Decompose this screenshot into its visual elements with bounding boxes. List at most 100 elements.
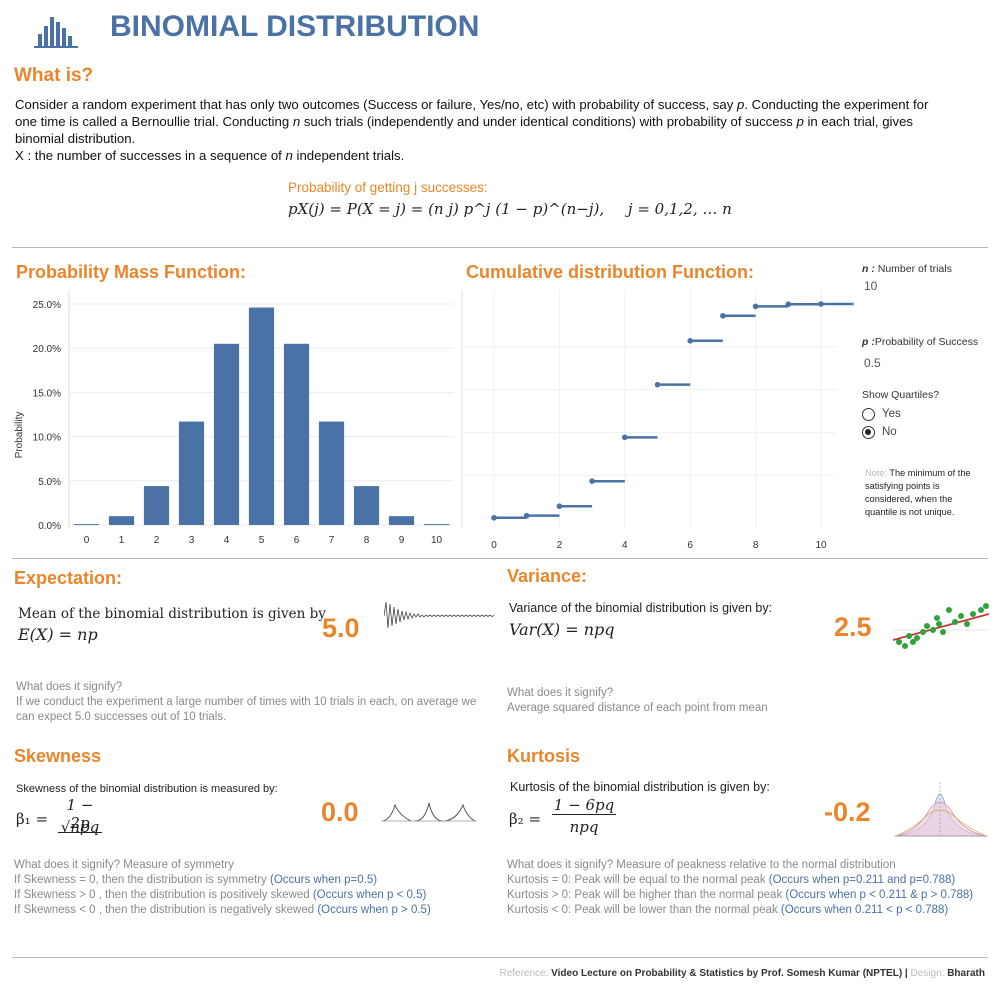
radio-yes-circle[interactable] — [862, 408, 875, 421]
variance-formula: Var(X) = npq — [509, 620, 615, 639]
cdf-xtick-label: 8 — [753, 540, 759, 551]
cdf-xtick-label: 6 — [687, 540, 693, 551]
cdf-point — [752, 303, 759, 310]
expectation-heading: Expectation: — [14, 568, 123, 588]
divider — [12, 558, 988, 559]
skewness-lhs: β₁ = — [16, 810, 49, 828]
pmf-bar — [178, 421, 205, 525]
pmf-xtick-label: 10 — [431, 535, 443, 546]
pmf-xtick-label: 3 — [189, 535, 195, 546]
p-label: p :Probability of Success — [862, 336, 979, 348]
kurtosis-lhs: β₂ = — [509, 810, 542, 828]
bar-chart-logo-icon — [34, 14, 78, 48]
skewness-desc: Skewness of the binomial distribution is… — [16, 783, 278, 795]
radio-no-label: No — [882, 426, 897, 438]
cdf-point — [785, 301, 792, 308]
quantile-note: Note: The minimum of the satisfying poin… — [865, 468, 971, 517]
pmf-xtick-label: 0 — [84, 535, 90, 546]
pmf-bar — [108, 516, 135, 525]
probability-label: Probability of getting j successes: — [288, 180, 488, 195]
radio-no-circle[interactable] — [862, 426, 875, 439]
pmf-ytick-label: 20.0% — [33, 344, 61, 355]
cdf-point — [523, 512, 530, 519]
kurtosis-value: -0.2 — [824, 797, 871, 827]
pmf-ytick-label: 15.0% — [33, 388, 61, 399]
pmf-xtick-label: 1 — [119, 535, 125, 546]
pmf-xtick-label: 5 — [259, 535, 265, 546]
page-title: BINOMIAL DISTRIBUTION — [110, 10, 480, 43]
cdf-point — [654, 381, 661, 388]
pmf-chart: Probability 0.0% 5.0% 10.0% 15.0% 20.0% 25.0%… — [14, 290, 454, 546]
pmf-bar — [353, 486, 380, 525]
cdf-point — [720, 312, 726, 319]
divider — [12, 247, 988, 248]
pmf-ytick-label: 0.0% — [38, 521, 61, 532]
footer-reference: Reference: Video Lecture on Probability … — [499, 968, 985, 979]
pmf-ytick-label: 10.0% — [33, 433, 61, 444]
skew-shapes-icon — [381, 802, 477, 822]
pmf-ytick-label: 25.0% — [33, 300, 61, 311]
kurtosis-denominator: npq — [569, 818, 599, 836]
pmf-xtick-label: 2 — [154, 535, 160, 546]
scatter-regression-icon — [893, 603, 989, 649]
kurtosis-desc: Kurtosis of the binomial distribution is… — [510, 780, 770, 794]
intro-text: Consider a random experiment that has on… — [15, 97, 929, 163]
cdf-xtick-label: 4 — [622, 540, 628, 551]
pmf-xtick-label: 4 — [224, 535, 230, 546]
n-label: n : Number of trials — [862, 263, 952, 275]
kurtosis-curves-icon — [894, 782, 988, 837]
radio-no[interactable]: No — [862, 425, 952, 441]
skewness-signify: What does it signify? Measure of symmetr… — [14, 859, 431, 916]
pmf-xtick-label: 8 — [364, 535, 370, 546]
pmf-xtick-label: 6 — [294, 535, 300, 546]
radio-yes-label: Yes — [882, 408, 901, 420]
cdf-point — [491, 514, 497, 521]
cdf-xtick-label: 0 — [491, 540, 497, 551]
kurtosis-numerator: 1 − 6pq — [552, 796, 616, 815]
cdf-point — [687, 338, 693, 344]
cdf-heading: Cumulative distribution Function: — [466, 262, 754, 282]
skewness-denominator: √npq — [60, 818, 100, 836]
pmf-bar — [388, 516, 415, 525]
p-input[interactable]: 0.5 — [864, 356, 881, 370]
cdf-point — [622, 434, 628, 441]
pmf-heading: Probability Mass Function: — [16, 262, 247, 282]
pmf-xtick-label: 9 — [399, 535, 405, 546]
pmf-xtick-label: 7 — [329, 535, 335, 546]
expectation-value: 5.0 — [322, 613, 360, 643]
cdf-chart: 0 2 4 6 8 10 — [461, 290, 854, 551]
radio-yes[interactable]: Yes — [862, 407, 952, 423]
quartiles-label: Show Quartiles? — [862, 389, 940, 401]
pmf-bar — [248, 307, 275, 525]
expectation-signify: What does it signify? If we conduct the … — [16, 681, 477, 723]
cdf-point — [589, 478, 595, 484]
variance-signify: What does it signify? Average squared di… — [507, 687, 768, 714]
pmf-bar — [318, 421, 345, 525]
expectation-desc: Mean of the binomial distribution is giv… — [18, 606, 326, 622]
pmf-ylabel: Probability — [14, 412, 25, 459]
pmf-bar — [423, 524, 450, 526]
pmf-bar — [283, 343, 310, 525]
cdf-xtick-label: 10 — [815, 540, 827, 551]
kurtosis-heading: Kurtosis — [507, 746, 581, 766]
variance-desc: Variance of the binomial distribution is… — [509, 601, 773, 615]
skewness-heading: Skewness — [14, 746, 102, 766]
variance-heading: Variance: — [507, 566, 588, 586]
kurtosis-signify: What does it signify? Measure of peaknes… — [507, 859, 974, 916]
pmf-ytick-label: 5.0% — [38, 477, 61, 488]
damped-oscillation-icon — [384, 601, 495, 629]
expectation-formula: E(X) = np — [18, 625, 98, 644]
cdf-xtick-label: 2 — [557, 540, 563, 551]
pmf-formula: pX(j) = P(X = j) = (n j) p^j (1 − p)^(n−… — [288, 200, 732, 218]
skewness-value: 0.0 — [321, 797, 359, 827]
skewness-numerator: 1 − 2p — [58, 796, 102, 833]
variance-value: 2.5 — [834, 612, 872, 642]
pmf-bar — [213, 343, 240, 525]
pmf-bar — [143, 486, 170, 525]
n-input[interactable]: 10 — [864, 279, 878, 293]
divider — [12, 957, 988, 958]
what-is-heading: What is? — [14, 65, 94, 86]
pmf-bar — [73, 524, 100, 526]
cdf-point — [556, 503, 563, 510]
cdf-point — [818, 301, 824, 307]
